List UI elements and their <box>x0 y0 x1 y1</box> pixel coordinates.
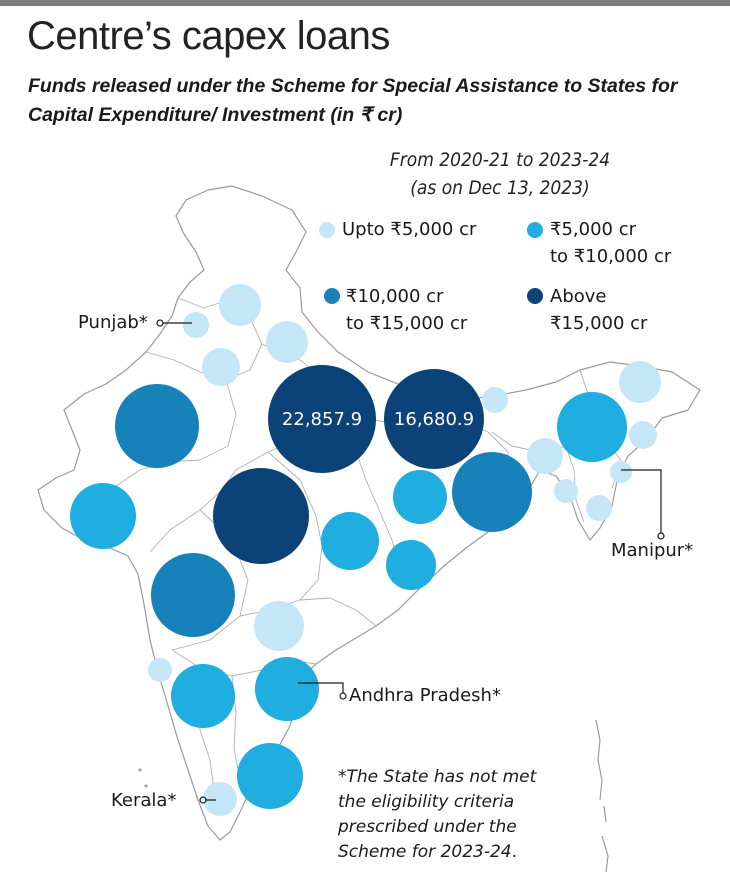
legend-dot-5000-10000 <box>527 222 543 238</box>
legend-label-above-15000: Above ₹15,000 cr <box>550 286 648 334</box>
period-note: From 2020-21 to 2023-24 (as on Dec 13, 2… <box>330 146 670 202</box>
bubble-uttarakhand <box>266 321 308 363</box>
bubble-jharkhand <box>393 470 447 524</box>
bubble-sikkim <box>482 387 508 413</box>
bubble-chhattisgarh <box>321 512 379 570</box>
bubble-goa <box>148 658 172 682</box>
footnote: *The State has not met the eligibility c… <box>338 767 537 862</box>
bubble-punjab <box>183 312 209 338</box>
bubble-nagaland <box>629 421 657 449</box>
chart-title: Centre’s capex loans <box>27 14 390 58</box>
callout-manipur: Manipur* <box>611 540 694 561</box>
bubble-maharashtra <box>151 553 235 637</box>
bubble-label-uttar-pradesh: 22,857.9 <box>282 409 362 430</box>
bubble-uttar-pradesh <box>268 365 376 473</box>
lakshadweep-islands <box>138 768 152 806</box>
bubble-tamil-nadu <box>237 743 303 809</box>
legend-dot-above-15000 <box>527 288 543 304</box>
period-line-1: From 2020-21 to 2023-24 <box>389 149 611 171</box>
bubble-madhya-pradesh <box>213 468 309 564</box>
bubble-rajasthan <box>115 384 199 468</box>
state-bubbles <box>70 284 661 816</box>
legend-dot-upto-5000 <box>319 222 335 238</box>
bubble-label-bihar: 16,680.9 <box>394 409 474 430</box>
andaman-nicobar-islands <box>595 719 609 873</box>
bubble-tripura <box>554 479 578 503</box>
period-line-2: (as on Dec 13, 2023) <box>410 177 590 199</box>
callout-kerala: Kerala* <box>111 790 177 811</box>
bubble-andhra-pradesh <box>255 657 319 721</box>
bubble-mizoram <box>586 495 612 521</box>
legend-dot-10000-15000 <box>324 288 340 304</box>
bubble-odisha <box>386 540 436 590</box>
callout-leaders <box>156 319 665 804</box>
legend-label-10000-15000: ₹10,000 cr to ₹15,000 cr <box>346 286 468 334</box>
bubble-gujarat <box>70 483 136 549</box>
bubble-arunachal-pradesh <box>619 361 661 403</box>
top-rule <box>0 0 730 6</box>
bubble-meghalaya <box>527 438 563 474</box>
bubble-manipur <box>610 461 632 483</box>
legend-label-upto-5000: Upto ₹5,000 cr <box>342 219 477 240</box>
bubble-kerala <box>203 782 237 816</box>
bubble-himachal-pradesh <box>219 284 261 326</box>
bubble-west-bengal <box>452 452 532 532</box>
bubble-haryana <box>202 348 240 386</box>
bubble-assam <box>557 392 627 462</box>
callout-punjab: Punjab* <box>78 312 148 333</box>
callout-andhra-pradesh: Andhra Pradesh* <box>349 685 501 706</box>
chart-subtitle: Funds released under the Scheme for Spec… <box>28 75 678 126</box>
bubble-bihar <box>384 369 484 469</box>
bubble-karnataka <box>171 664 235 728</box>
legend-label-5000-10000: ₹5,000 cr to ₹10,000 cr <box>550 219 672 267</box>
bubble-telangana <box>254 601 304 651</box>
